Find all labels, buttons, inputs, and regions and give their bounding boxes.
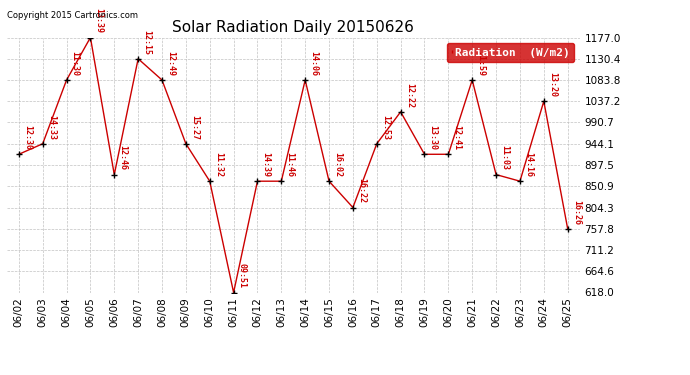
Point bbox=[37, 141, 48, 147]
Point bbox=[228, 290, 239, 296]
Legend: Radiation  (W/m2): Radiation (W/m2) bbox=[447, 43, 574, 62]
Text: 13:39: 13:39 bbox=[95, 8, 103, 33]
Point bbox=[109, 172, 120, 178]
Text: 13:20: 13:20 bbox=[548, 72, 557, 97]
Point bbox=[491, 172, 502, 178]
Point bbox=[157, 77, 168, 83]
Text: 11:46: 11:46 bbox=[286, 152, 295, 177]
Point bbox=[85, 34, 96, 40]
Text: 09:51: 09:51 bbox=[238, 263, 247, 288]
Text: 11:32: 11:32 bbox=[214, 152, 223, 177]
Point bbox=[466, 77, 477, 83]
Title: Solar Radiation Daily 20150626: Solar Radiation Daily 20150626 bbox=[172, 20, 414, 35]
Point bbox=[276, 178, 287, 184]
Text: 12:30: 12:30 bbox=[23, 125, 32, 150]
Text: 12:53: 12:53 bbox=[381, 115, 390, 140]
Point bbox=[180, 141, 191, 147]
Text: Copyright 2015 Cartronics.com: Copyright 2015 Cartronics.com bbox=[7, 11, 138, 20]
Point bbox=[324, 178, 335, 184]
Point bbox=[395, 109, 406, 115]
Point bbox=[132, 56, 144, 62]
Text: 12:15: 12:15 bbox=[142, 30, 151, 55]
Text: 11:03: 11:03 bbox=[500, 146, 509, 170]
Point bbox=[538, 98, 549, 104]
Point bbox=[515, 178, 526, 184]
Text: 11:59: 11:59 bbox=[476, 51, 485, 76]
Point bbox=[371, 141, 382, 147]
Point bbox=[204, 178, 215, 184]
Point bbox=[419, 151, 430, 157]
Text: 16:02: 16:02 bbox=[333, 152, 342, 177]
Point bbox=[347, 204, 358, 210]
Point bbox=[252, 178, 263, 184]
Text: 14:16: 14:16 bbox=[524, 152, 533, 177]
Text: 12:22: 12:22 bbox=[405, 83, 414, 108]
Text: 13:30: 13:30 bbox=[428, 125, 437, 150]
Point bbox=[13, 151, 24, 157]
Text: 14:33: 14:33 bbox=[47, 115, 56, 140]
Text: 15:27: 15:27 bbox=[190, 115, 199, 140]
Text: 12:46: 12:46 bbox=[119, 146, 128, 170]
Text: 14:39: 14:39 bbox=[262, 152, 270, 177]
Text: 16:22: 16:22 bbox=[357, 178, 366, 203]
Point bbox=[61, 77, 72, 83]
Point bbox=[562, 226, 573, 232]
Point bbox=[299, 77, 310, 83]
Text: 16:26: 16:26 bbox=[572, 200, 581, 225]
Text: 11:30: 11:30 bbox=[70, 51, 80, 76]
Text: 12:41: 12:41 bbox=[453, 125, 462, 150]
Point bbox=[443, 151, 454, 157]
Text: 14:06: 14:06 bbox=[309, 51, 318, 76]
Text: 12:49: 12:49 bbox=[166, 51, 175, 76]
